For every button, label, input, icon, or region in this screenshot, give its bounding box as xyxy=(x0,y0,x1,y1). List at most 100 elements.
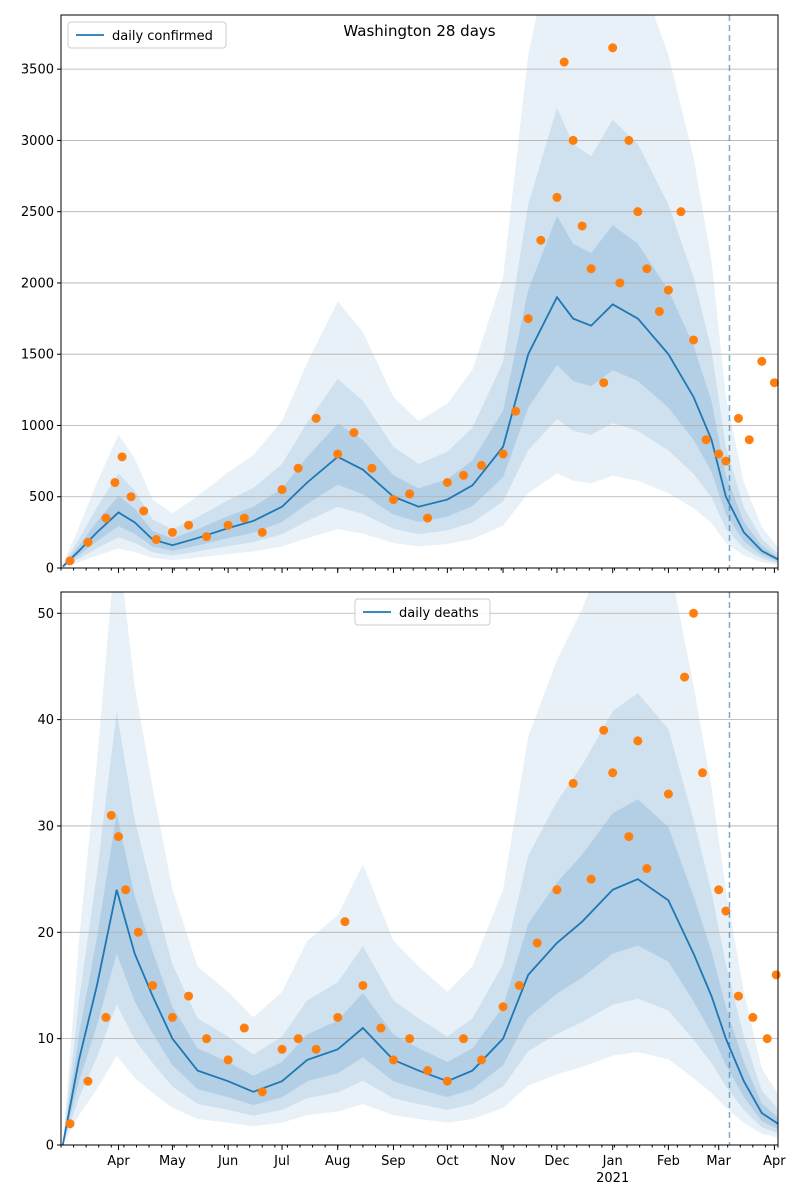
data-point xyxy=(523,314,533,324)
y-tick-label: 2500 xyxy=(21,205,54,220)
data-point xyxy=(624,135,634,145)
series-line-daily-deaths xyxy=(61,878,778,1145)
data-point xyxy=(117,452,127,462)
data-point xyxy=(442,477,452,487)
data-point xyxy=(184,520,194,530)
data-point xyxy=(65,556,75,566)
data-point xyxy=(476,1055,486,1065)
data-point xyxy=(106,810,116,820)
y-tick-label: 40 xyxy=(37,713,54,728)
data-point xyxy=(642,264,652,274)
data-point xyxy=(744,435,754,445)
confirmed-panel: 0 500 1000 1500 2000 2500 3000 3500 Washington … xyxy=(21,14,779,577)
deaths-legend-box xyxy=(354,598,491,626)
uncertainty-band-3 xyxy=(62,215,778,567)
data-point xyxy=(110,477,120,487)
x-tick-label: Feb xyxy=(657,1154,680,1169)
data-point xyxy=(257,1087,267,1097)
confirmed-legend-box xyxy=(67,21,227,49)
data-point xyxy=(769,378,779,388)
data-point xyxy=(388,1055,398,1065)
x-tick-label: Nov xyxy=(490,1154,516,1169)
deaths-legend: daily deaths xyxy=(354,598,491,626)
x-tick-label: Oct xyxy=(436,1154,458,1169)
y-tick-label: 3000 xyxy=(21,134,54,149)
x-tick-label: Sep xyxy=(381,1154,406,1169)
y-tick-label: 2000 xyxy=(21,276,54,291)
data-point xyxy=(167,1012,177,1022)
data-point xyxy=(333,449,343,459)
x-tick-label: Apr xyxy=(107,1154,130,1169)
data-point xyxy=(83,537,93,547)
confirmed-axes-frame xyxy=(60,14,779,569)
data-point xyxy=(689,335,699,345)
data-point xyxy=(748,1012,758,1022)
data-point xyxy=(333,1012,343,1022)
confirmed-points-layer xyxy=(65,43,779,566)
data-point xyxy=(654,306,664,316)
data-point xyxy=(698,768,708,778)
confirmed-legend: daily confirmed xyxy=(67,21,227,49)
data-point xyxy=(511,406,521,416)
x-tick-label: Jan xyxy=(602,1154,623,1169)
x-tick-label: Apr xyxy=(763,1154,786,1169)
x-tick-label: Jul xyxy=(273,1154,290,1169)
data-point xyxy=(714,885,724,895)
data-point xyxy=(349,428,359,438)
data-point xyxy=(65,1119,75,1129)
data-point xyxy=(277,1044,287,1054)
data-point xyxy=(568,778,578,788)
chart-title: Washington 28 days xyxy=(343,22,495,40)
data-point xyxy=(148,980,158,990)
data-point xyxy=(101,1012,111,1022)
data-point xyxy=(680,672,690,682)
data-point xyxy=(514,980,524,990)
y-tick-label: 500 xyxy=(29,490,54,505)
data-point xyxy=(689,608,699,618)
data-point xyxy=(676,207,686,217)
x-tick-label: Jun xyxy=(217,1154,238,1169)
data-point xyxy=(608,768,618,778)
deaths-x-axis: Apr May Jun Jul Aug Sep Oct Nov Dec Jan Feb Mar Apr xyxy=(60,1145,786,1169)
data-point xyxy=(532,938,542,948)
uncertainty-band-2 xyxy=(62,107,778,568)
data-point xyxy=(277,485,287,495)
data-point xyxy=(388,495,398,505)
deaths-axes-frame xyxy=(60,591,779,1146)
data-point xyxy=(133,927,143,937)
y-tick-label: 10 xyxy=(37,1032,54,1047)
legend-entry-daily-confirmed: daily confirmed xyxy=(112,29,213,44)
data-point xyxy=(701,435,711,445)
deaths-y-axis: 0 10 20 30 40 50 xyxy=(37,607,61,1154)
data-point xyxy=(498,449,508,459)
data-point xyxy=(293,1034,303,1044)
data-point xyxy=(552,885,562,895)
x-year-label: 2021 xyxy=(596,1171,629,1186)
data-point xyxy=(733,991,743,1001)
data-point xyxy=(423,1066,433,1076)
uncertainty-band-1 xyxy=(62,15,778,568)
y-tick-label: 0 xyxy=(46,562,54,577)
data-point xyxy=(536,235,546,245)
data-point xyxy=(642,864,652,873)
data-point xyxy=(121,885,131,895)
data-point xyxy=(757,356,767,366)
y-tick-label: 20 xyxy=(37,926,54,941)
data-point xyxy=(586,874,596,884)
data-point xyxy=(405,489,415,499)
data-point xyxy=(311,1044,321,1054)
data-point xyxy=(733,413,743,423)
y-tick-label: 30 xyxy=(37,819,54,834)
data-point xyxy=(376,1023,386,1033)
confirmed-x-ticks xyxy=(60,568,779,573)
data-point xyxy=(771,970,781,980)
x-tick-label: Dec xyxy=(544,1154,569,1169)
y-tick-label: 1500 xyxy=(21,348,54,363)
data-point xyxy=(577,221,587,231)
confirmed-uncertainty-bands xyxy=(62,15,778,568)
data-point xyxy=(633,736,643,746)
deaths-points-layer xyxy=(65,608,781,1129)
data-point xyxy=(586,264,596,274)
data-point xyxy=(663,285,673,295)
